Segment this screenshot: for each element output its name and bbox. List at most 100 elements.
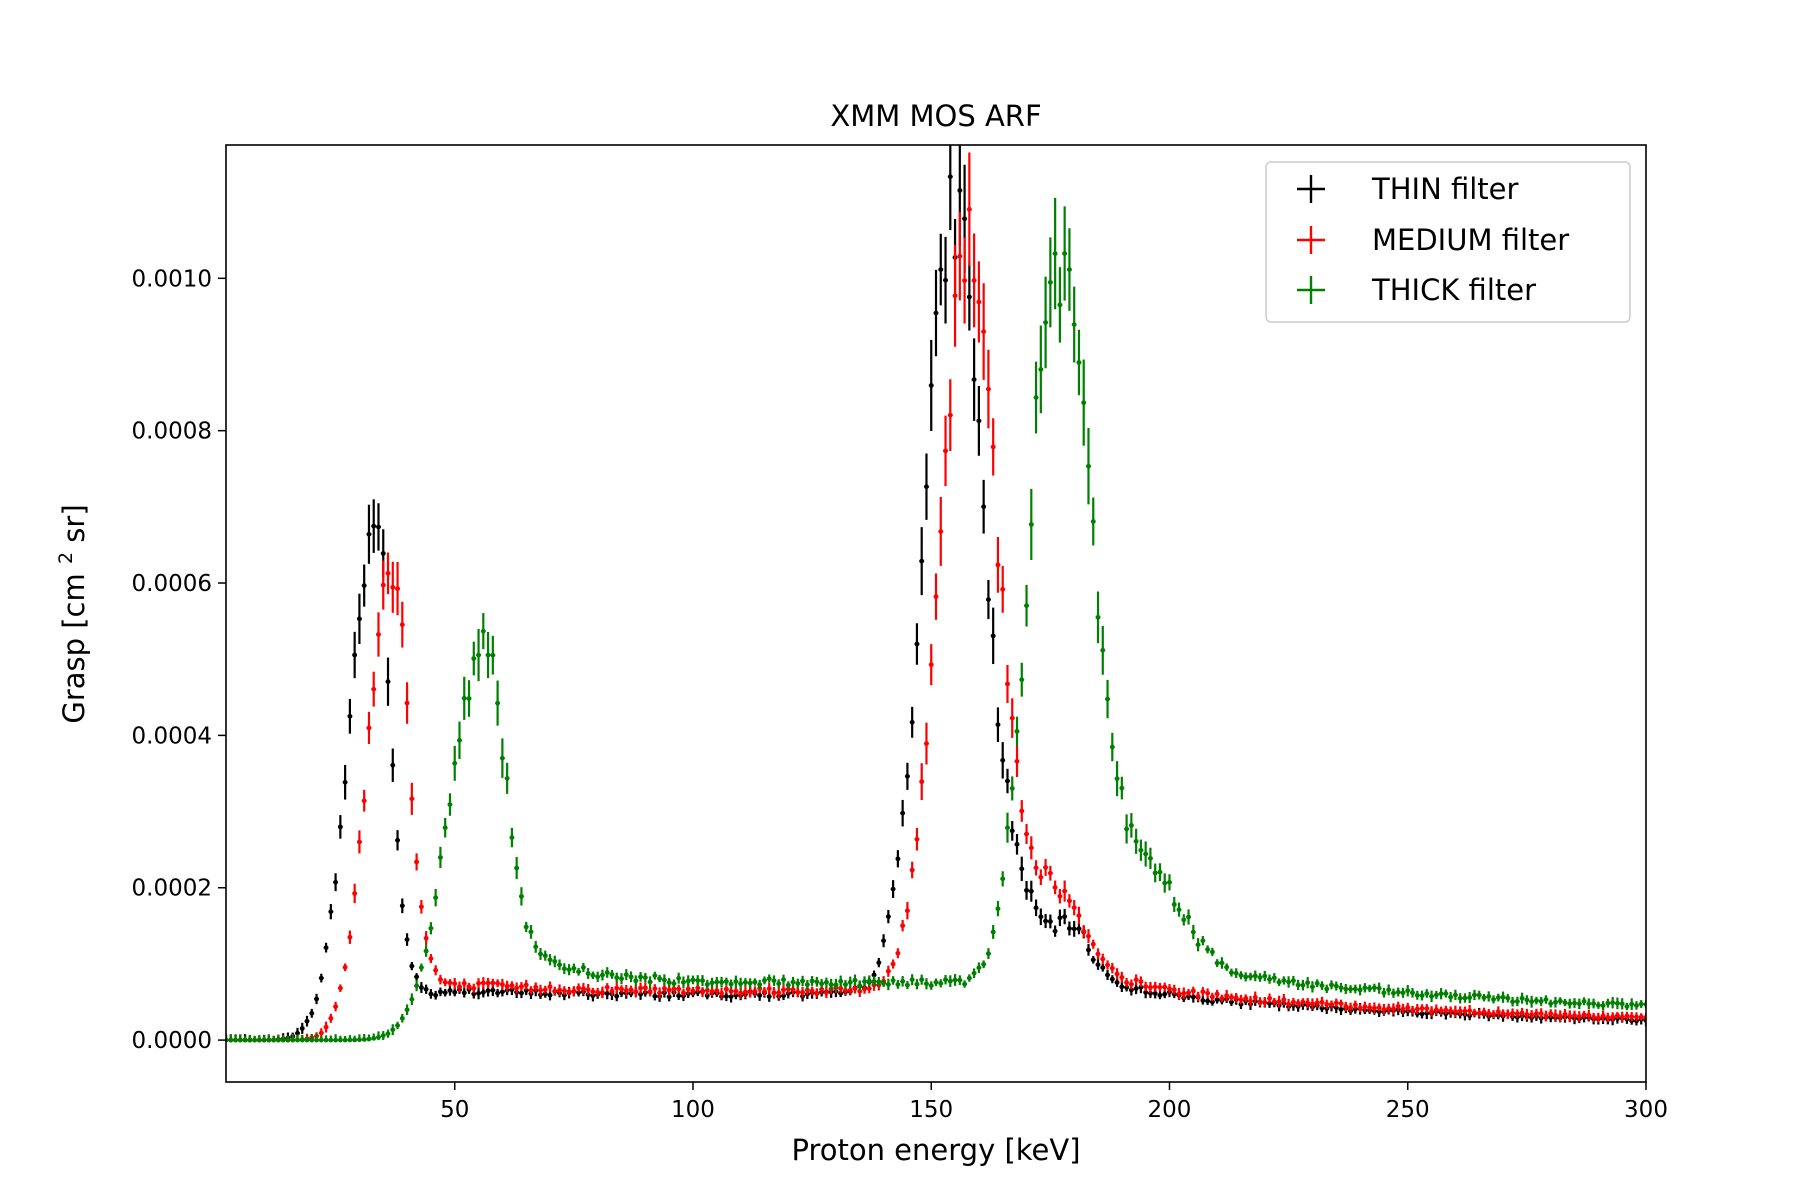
data-point [881,938,886,944]
data-point [404,937,410,942]
data-point [499,982,505,987]
data-point [433,967,439,973]
data-point [1267,1001,1272,1006]
data-point [924,981,929,987]
data-point [566,967,572,973]
data-point [828,982,834,988]
data-point [256,1037,262,1043]
data-point [595,989,601,995]
data-point [733,992,739,998]
data-point [1024,887,1029,893]
y-tick-label: 0.0000 [132,1028,212,1054]
data-point [423,948,429,954]
data-point [1238,972,1244,978]
data-point [957,253,963,259]
data-point [795,989,801,995]
data-point [752,988,758,994]
data-point [438,989,443,995]
data-point [1271,975,1277,981]
data-point [1357,987,1363,993]
data-point [471,656,477,661]
data-point [1057,915,1063,921]
data-point [418,965,424,970]
data-point [1000,876,1006,882]
data-point [242,1037,248,1043]
data-point [1595,1015,1601,1021]
data-point [552,988,558,994]
data-point [1524,1012,1530,1017]
data-point [709,980,715,986]
data-point [1024,831,1029,837]
data-point [585,971,591,976]
data-point [905,773,910,779]
data-point [1410,1007,1415,1013]
data-point [966,975,972,981]
data-point [1043,865,1048,870]
data-point [1381,1007,1387,1012]
data-point [1348,986,1353,992]
data-point [928,662,934,668]
data-point [1148,855,1153,861]
data-point [905,982,910,988]
data-point [476,652,481,658]
data-point [1071,926,1077,932]
data-point [466,696,472,701]
data-point [318,975,324,981]
data-point [666,994,672,1000]
data-point [995,562,1001,568]
data-point [1176,991,1182,997]
data-point [228,1037,234,1043]
data-point [1343,1004,1349,1009]
data-point [371,686,377,692]
data-point [647,989,653,995]
data-point [876,979,882,985]
data-point [385,679,391,685]
data-point [1047,870,1053,876]
data-point [1114,971,1120,977]
data-point [890,961,896,967]
data-point [781,993,786,999]
data-point [357,839,362,845]
x-tick-label: 200 [1148,1097,1192,1123]
data-point [1567,1013,1573,1019]
data-point [1615,1013,1620,1019]
data-point [1438,991,1444,997]
data-point [1067,926,1072,931]
data-point [1438,1008,1444,1014]
data-point [838,990,844,996]
data-point [1133,838,1139,844]
data-point [299,1037,305,1043]
data-point [1433,1007,1439,1013]
data-point [1157,869,1163,875]
data-point [919,558,925,564]
data-point [461,980,467,986]
data-point [252,1037,257,1043]
data-point [342,964,348,970]
data-point [333,1004,338,1009]
data-point [1586,1012,1592,1018]
data-point [614,993,620,999]
data-point [523,982,529,988]
data-point [1167,879,1172,885]
data-point [309,1037,315,1043]
data-point [342,1037,348,1043]
data-point [1495,1009,1501,1015]
data-point [585,987,591,992]
data-point [957,977,963,983]
data-point [766,994,772,999]
data-point [1095,614,1101,620]
data-point [352,890,358,896]
data-point [824,990,829,996]
data-point [490,652,496,658]
data-point [638,985,643,991]
data-point [852,986,858,991]
data-point [1491,996,1496,1002]
data-point [1000,757,1006,763]
plot-area [226,145,1646,1043]
data-point [1033,865,1039,871]
data-point [657,990,663,996]
data-point [395,837,400,843]
data-point [1329,1002,1334,1008]
data-point [471,985,477,991]
data-point [390,762,396,768]
